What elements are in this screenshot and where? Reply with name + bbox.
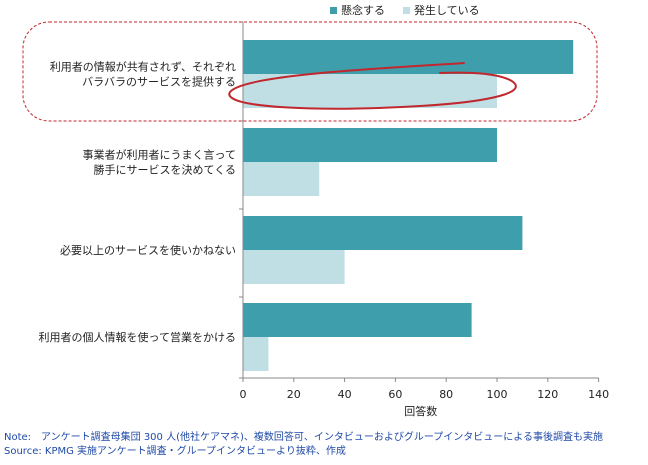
bar-concern-3	[243, 303, 472, 337]
x-tick-label-7: 140	[588, 388, 609, 401]
x-tick-label-1: 20	[287, 388, 301, 401]
source-text: Source: KPMG 実施アンケート調査・グループインタビューより抜粋、作成	[4, 446, 346, 457]
category-label-0-0: 利用者の情報が共有されず、それぞれ	[50, 60, 236, 74]
x-tick-label-2: 40	[338, 388, 352, 401]
legend-swatch-concern	[330, 6, 337, 14]
bar-concern-2	[243, 216, 523, 250]
legend-item-occurring: 発生している	[403, 2, 480, 18]
chart-notes: Note: アンケート調査母集団 300 人(他社ケアマネ)、複数回答可、インタ…	[4, 431, 603, 459]
bar-occurring-0	[243, 74, 497, 108]
bar-chart: 利用者の情報が共有されず、それぞれバラバラのサービスを提供する事業者が利用者にう…	[22, 21, 609, 418]
legend-label-occurring: 発生している	[414, 4, 480, 17]
category-label-1-0: 事業者が利用者にうまく言って	[83, 148, 236, 162]
category-label-2-0: 必要以上のサービスを使いかねない	[60, 244, 236, 257]
category-label-1-1: 勝手にサービスを決めてくる	[94, 163, 236, 177]
x-tick-label-5: 100	[487, 388, 508, 401]
legend-swatch-occurring	[403, 6, 410, 14]
legend-item-concern: 懸念する	[330, 2, 385, 18]
bar-concern-0	[243, 40, 574, 74]
highlight-dashed-box	[22, 21, 598, 122]
bar-occurring-3	[243, 337, 269, 371]
x-tick-label-6: 120	[537, 388, 558, 401]
chart-legend: 懸念する 発生している	[330, 2, 480, 18]
x-axis-title: 回答数	[404, 404, 437, 418]
category-label-3-0: 利用者の個人情報を使って営業をかける	[39, 330, 236, 344]
highlight-ellipse-stroke	[228, 62, 517, 110]
bar-concern-1	[243, 128, 497, 162]
x-tick-label-0: 0	[240, 388, 247, 401]
x-tick-label-4: 80	[439, 388, 453, 401]
x-tick-label-3: 60	[388, 388, 402, 401]
note-text: Note: アンケート調査母集団 300 人(他社ケアマネ)、複数回答可、インタ…	[4, 432, 603, 443]
category-label-0-1: バラバラのサービスを提供する	[82, 75, 236, 89]
bar-occurring-1	[243, 162, 320, 196]
legend-label-concern: 懸念する	[341, 4, 385, 17]
bar-occurring-2	[243, 250, 345, 284]
